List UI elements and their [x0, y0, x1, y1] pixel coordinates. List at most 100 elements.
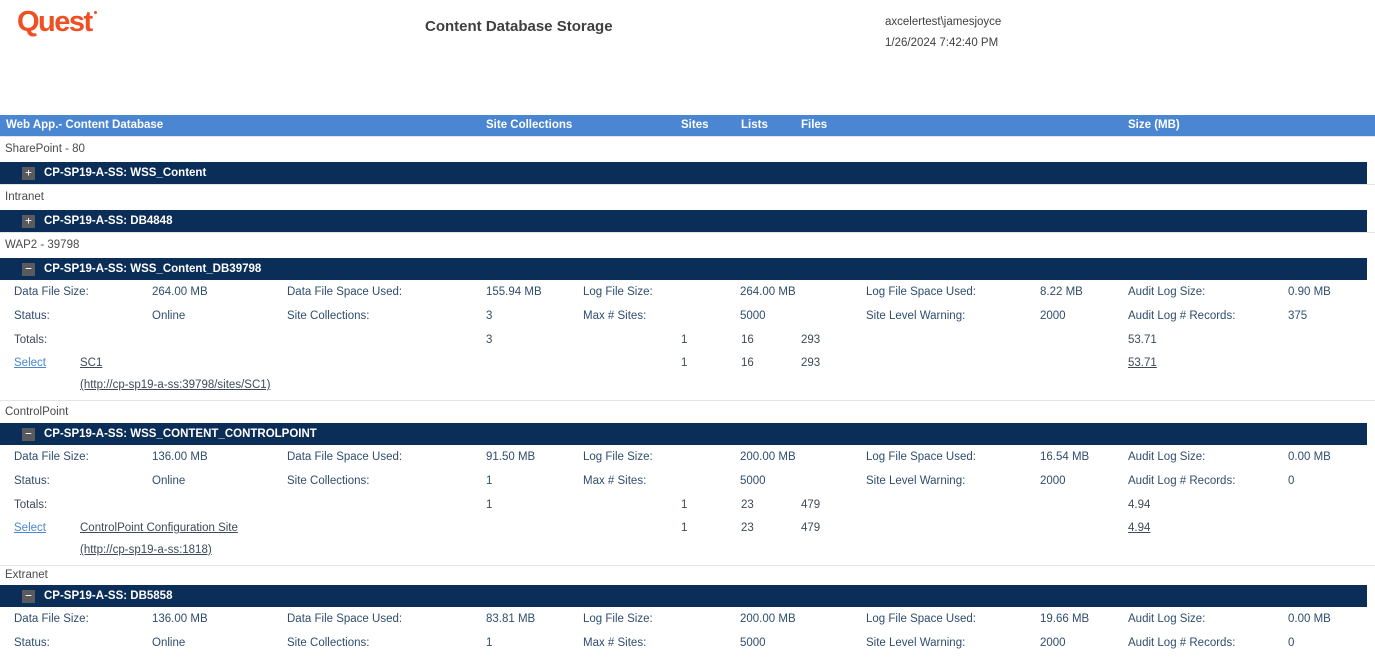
database-bar: + CP-SP19-A-SS: DB4848 [0, 210, 1367, 232]
stat-label: Log File Size: [583, 613, 653, 625]
database-bar: − CP-SP19-A-SS: WSS_Content_DB39798 [0, 258, 1367, 280]
report-timestamp: 1/26/2024 7:42:40 PM [885, 37, 999, 49]
site-url-link[interactable]: (http://cp-sp19-a-ss:39798/sites/SC1) [80, 379, 271, 391]
database-name: CP-SP19-A-SS: WSS_CONTENT_CONTROLPOINT [44, 428, 317, 440]
site-collection-row: Select ControlPoint Configuration Site 1… [0, 517, 1375, 540]
user-name: axcelertest\jamesjoyce [885, 16, 1002, 28]
totals-site-collections: 1 [486, 499, 493, 511]
totals-files: 479 [801, 499, 821, 511]
stat-label: Max # Sites: [583, 475, 647, 487]
stat-value: 83.81 MB [486, 613, 536, 625]
stat-value: 3 [486, 310, 493, 322]
stat-value: 264.00 MB [740, 286, 796, 298]
stat-label: Site Collections: [287, 310, 370, 322]
stat-label: Site Collections: [287, 637, 370, 649]
stat-label: Max # Sites: [583, 310, 647, 322]
site-url-row: (http://cp-sp19-a-ss:39798/sites/SC1) [0, 375, 1375, 400]
collapse-toggle-icon[interactable]: − [22, 589, 35, 603]
stat-value: 1 [486, 637, 493, 649]
column-header-sites: Sites [681, 119, 709, 131]
stat-value: 5000 [740, 310, 766, 322]
collapse-toggle-icon[interactable]: − [22, 427, 35, 441]
stat-value: 2000 [1040, 637, 1066, 649]
totals-size: 53.71 [1128, 334, 1157, 346]
stat-label: Audit Log Size: [1128, 613, 1206, 625]
stat-value: 91.50 MB [486, 451, 536, 463]
database-name: CP-SP19-A-SS: DB4848 [44, 215, 173, 227]
stat-label: Audit Log # Records: [1128, 310, 1236, 322]
webapp-label: ControlPoint [0, 400, 1375, 423]
stat-label: Log File Size: [583, 451, 653, 463]
site-lists-count: 23 [741, 522, 754, 534]
stat-value: Online [152, 475, 186, 487]
site-name-link[interactable]: SC1 [80, 357, 103, 369]
database-bar: − CP-SP19-A-SS: DB5858 [0, 585, 1367, 607]
database-name: CP-SP19-A-SS: WSS_Content [44, 167, 207, 179]
stat-label: Data File Size: [14, 613, 89, 625]
stat-label: Data File Space Used: [287, 451, 403, 463]
stat-label: Status: [14, 637, 50, 649]
site-lists-count: 16 [741, 357, 754, 369]
stat-label: Log File Space Used: [866, 451, 976, 463]
column-header-row: Web App.- Content Database Site Collecti… [0, 115, 1375, 136]
totals-size: 4.94 [1128, 499, 1151, 511]
site-collection-row: Select SC1 1 16 293 53.71 [0, 352, 1375, 375]
column-header-site-collections: Site Collections [486, 119, 573, 131]
expand-toggle-icon[interactable]: + [22, 214, 35, 228]
totals-sites: 1 [681, 499, 688, 511]
totals-sites: 1 [681, 334, 688, 346]
report-header: Quest Content Database Storage axcelerte… [0, 0, 1375, 115]
webapp-label: Extranet [0, 565, 1375, 585]
stat-value: 0.00 MB [1288, 451, 1331, 463]
stat-value: Online [152, 637, 186, 649]
totals-lists: 16 [741, 334, 754, 346]
select-link[interactable]: Select [14, 522, 46, 534]
totals-row: Totals: 1 1 23 479 4.94 [0, 493, 1375, 517]
column-header-webapp: Web App.- Content Database [6, 119, 164, 131]
stat-label: Site Level Warning: [866, 637, 966, 649]
db-stats-row: Status: Online Site Collections: 3 Max #… [0, 304, 1375, 328]
stat-label: Status: [14, 310, 50, 322]
column-header-lists: Lists [741, 119, 768, 131]
stat-value: 200.00 MB [740, 613, 796, 625]
select-link[interactable]: Select [14, 357, 46, 369]
webapp-label: WAP2 - 39798 [0, 232, 1375, 258]
column-header-files: Files [801, 119, 828, 131]
expand-toggle-icon[interactable]: + [22, 166, 35, 180]
stat-label: Audit Log Size: [1128, 451, 1206, 463]
site-size-link[interactable]: 4.94 [1128, 522, 1151, 534]
report-meta: axcelertest\jamesjoyce 1/26/2024 7:42:40… [885, 12, 1001, 54]
stat-label: Log File Space Used: [866, 613, 976, 625]
database-name: CP-SP19-A-SS: WSS_Content_DB39798 [44, 263, 262, 275]
webapp-label: Intranet [0, 184, 1375, 210]
site-name-link[interactable]: ControlPoint Configuration Site [80, 522, 238, 534]
stat-value: 19.66 MB [1040, 613, 1090, 625]
totals-site-collections: 3 [486, 334, 493, 346]
stat-value: 5000 [740, 475, 766, 487]
stat-label: Data File Size: [14, 286, 89, 298]
totals-files: 293 [801, 334, 821, 346]
stat-label: Log File Space Used: [866, 286, 976, 298]
stat-label: Audit Log Size: [1128, 286, 1206, 298]
stat-value: 200.00 MB [740, 451, 796, 463]
stat-label: Status: [14, 475, 50, 487]
stat-label: Log File Size: [583, 286, 653, 298]
stat-value: 136.00 MB [152, 613, 208, 625]
collapse-toggle-icon[interactable]: − [22, 262, 35, 276]
db-stats-row: Data File Size: 136.00 MB Data File Spac… [0, 445, 1375, 469]
stat-value: 5000 [740, 637, 766, 649]
webapp-label: SharePoint - 80 [0, 136, 1375, 162]
quest-logo: Quest [17, 6, 97, 39]
site-url-link[interactable]: (http://cp-sp19-a-ss:1818) [80, 544, 212, 556]
database-bar: − CP-SP19-A-SS: WSS_CONTENT_CONTROLPOINT [0, 423, 1367, 445]
db-stats-row: Data File Size: 136.00 MB Data File Spac… [0, 607, 1375, 631]
stat-value: 16.54 MB [1040, 451, 1090, 463]
stat-value: 1 [486, 475, 493, 487]
site-size-link[interactable]: 53.71 [1128, 357, 1157, 369]
stat-value: 375 [1288, 310, 1308, 322]
site-url-row: (http://cp-sp19-a-ss:1818) [0, 540, 1375, 565]
stat-value: 155.94 MB [486, 286, 542, 298]
totals-label: Totals: [14, 334, 48, 346]
db-stats-row: Status: Online Site Collections: 1 Max #… [0, 469, 1375, 493]
